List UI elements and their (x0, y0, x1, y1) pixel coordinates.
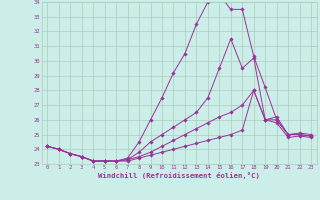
X-axis label: Windchill (Refroidissement éolien,°C): Windchill (Refroidissement éolien,°C) (98, 172, 260, 179)
